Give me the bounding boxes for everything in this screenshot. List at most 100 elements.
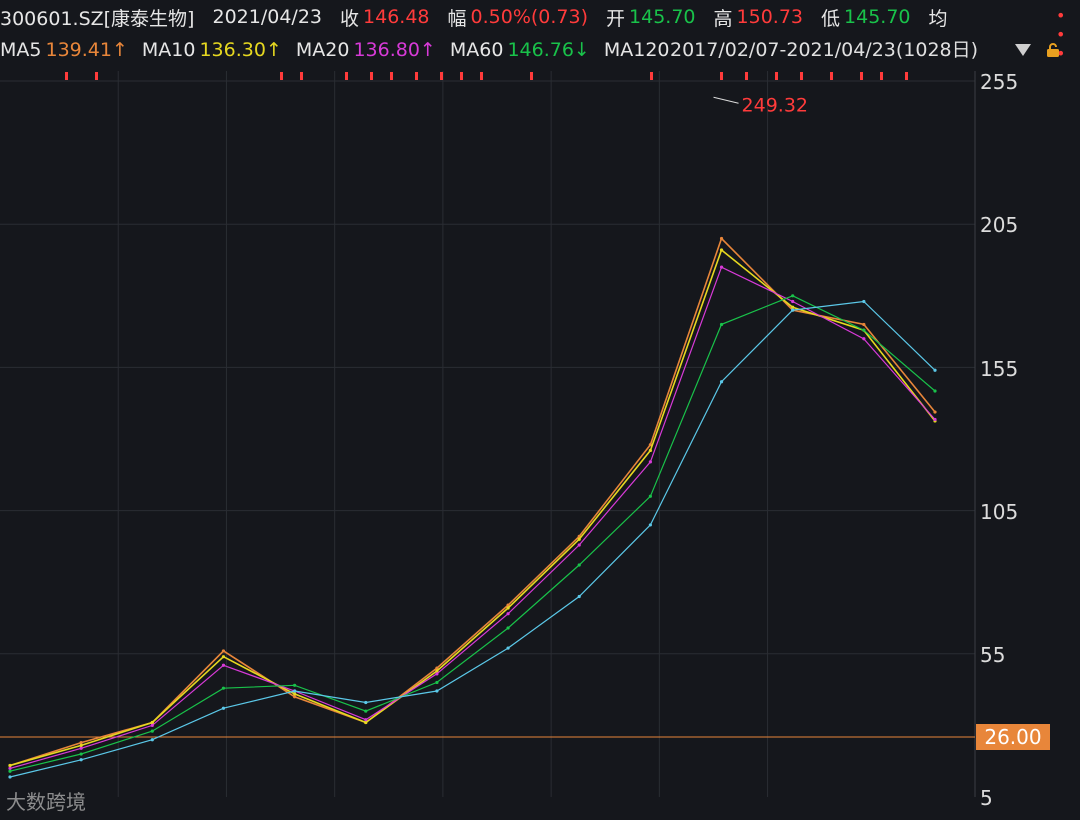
event-marker	[905, 72, 908, 80]
watermark: 大数跨境	[6, 790, 86, 814]
data-point-ma20	[577, 543, 581, 547]
date-range[interactable]: 2017/02/07-2021/04/23(1028日)	[670, 39, 979, 61]
open-value: 145.70	[629, 6, 696, 28]
data-point-ma60	[862, 328, 866, 332]
event-marker	[460, 72, 463, 80]
y-tick-155: 155	[980, 357, 1019, 381]
data-point-ma60	[8, 769, 12, 773]
data-point-ma10	[364, 720, 368, 725]
data-point-ma20	[648, 460, 652, 464]
data-point-ma10	[719, 248, 724, 252]
data-point-ma5	[933, 410, 937, 414]
data-point-ma120	[791, 308, 795, 312]
y-tick-105: 105	[980, 500, 1019, 524]
data-point-ma120	[293, 689, 297, 693]
data-point-ma20	[719, 265, 724, 269]
data-point-ma10	[150, 720, 154, 725]
data-point-ma120	[862, 299, 866, 304]
data-point-ma120	[577, 594, 581, 599]
data-point-ma5	[435, 666, 439, 670]
data-point-ma120	[648, 523, 652, 527]
data-point-ma60	[79, 752, 83, 756]
high-value: 150.73	[736, 6, 804, 28]
event-marker	[390, 72, 393, 80]
event-marker	[720, 72, 723, 80]
more-dots-icon[interactable]: • • •	[1056, 6, 1067, 63]
low-value: 145.70	[844, 6, 911, 28]
series-line-ma10	[9, 248, 936, 767]
event-marker	[830, 72, 833, 80]
stock-code[interactable]: 300601.SZ[康泰生物]	[0, 7, 195, 30]
event-marker	[415, 72, 418, 80]
series-line-ma20	[9, 266, 936, 769]
event-marker	[65, 72, 68, 80]
data-point-ma60	[577, 563, 581, 567]
event-marker	[440, 72, 443, 80]
low-label: 低	[821, 7, 841, 30]
ma120-label: MA120	[603, 39, 670, 61]
data-point-ma120	[933, 368, 937, 372]
data-point-ma10	[221, 655, 226, 659]
data-point-ma120	[79, 758, 83, 762]
data-point-ma20	[435, 672, 439, 676]
data-point-ma20	[8, 766, 12, 770]
event-marker	[800, 72, 803, 80]
data-point-ma120	[719, 380, 724, 384]
data-point-ma10	[8, 763, 12, 768]
high-label: 高	[713, 7, 733, 30]
data-point-ma20	[506, 612, 510, 616]
y-tick-255: 255	[980, 70, 1019, 94]
data-point-ma60	[719, 322, 724, 327]
data-point-ma120	[435, 689, 439, 693]
y-tick-5: 5	[980, 786, 993, 810]
event-marker	[775, 72, 778, 80]
event-marker	[860, 72, 863, 80]
data-point-ma5	[862, 322, 866, 327]
data-point-ma20	[933, 417, 937, 422]
change-label: 幅	[447, 7, 467, 30]
data-point-ma10	[435, 669, 439, 673]
data-point-ma60	[150, 729, 154, 733]
data-point-ma10	[79, 743, 83, 748]
avg-label: 均	[928, 7, 948, 30]
peak-label: 249.32	[742, 94, 808, 116]
data-point-ma60	[506, 626, 510, 630]
ma5-label: MA5	[0, 39, 42, 61]
close-value: 146.48	[363, 6, 430, 28]
event-marker	[530, 72, 533, 80]
data-point-ma60	[293, 683, 297, 687]
event-marker	[300, 72, 303, 80]
close-label: 收	[340, 7, 360, 30]
event-marker	[280, 72, 283, 80]
data-point-ma120	[506, 646, 510, 650]
data-point-ma60	[435, 680, 439, 685]
ma10-value: 136.30↑	[199, 39, 282, 61]
data-point-ma20	[862, 337, 866, 341]
data-point-ma20	[79, 746, 83, 750]
event-marker	[745, 72, 748, 80]
quote-header: 300601.SZ[康泰生物] 2021/04/23 收 146.48 幅 0.…	[0, 0, 1080, 34]
data-point-ma5	[79, 740, 83, 745]
lock-icon[interactable]	[1045, 42, 1061, 58]
data-point-ma60	[364, 709, 368, 713]
series-line-ma5	[9, 237, 936, 767]
data-point-ma120	[150, 738, 154, 742]
data-point-ma5	[293, 695, 297, 699]
ma10-label: MA10	[141, 39, 196, 61]
event-marker	[370, 72, 373, 80]
event-marker	[480, 72, 483, 80]
event-marker	[95, 72, 98, 80]
open-label: 开	[606, 7, 626, 30]
data-point-ma10	[506, 606, 510, 610]
change-value: 0.50%(0.73)	[470, 6, 589, 28]
data-point-ma20	[364, 718, 368, 722]
quote-date: 2021/04/23	[212, 6, 322, 28]
data-point-ma60	[648, 494, 652, 498]
event-marker	[880, 72, 883, 80]
dropdown-triangle-icon[interactable]	[1015, 44, 1031, 56]
ma-legend: MA5 139.41↑ MA10 136.30↑ MA20 136.80↑ MA…	[0, 35, 1080, 65]
data-point-ma5	[506, 603, 510, 607]
data-point-ma20	[221, 663, 226, 667]
y-tick-205: 205	[980, 213, 1019, 237]
